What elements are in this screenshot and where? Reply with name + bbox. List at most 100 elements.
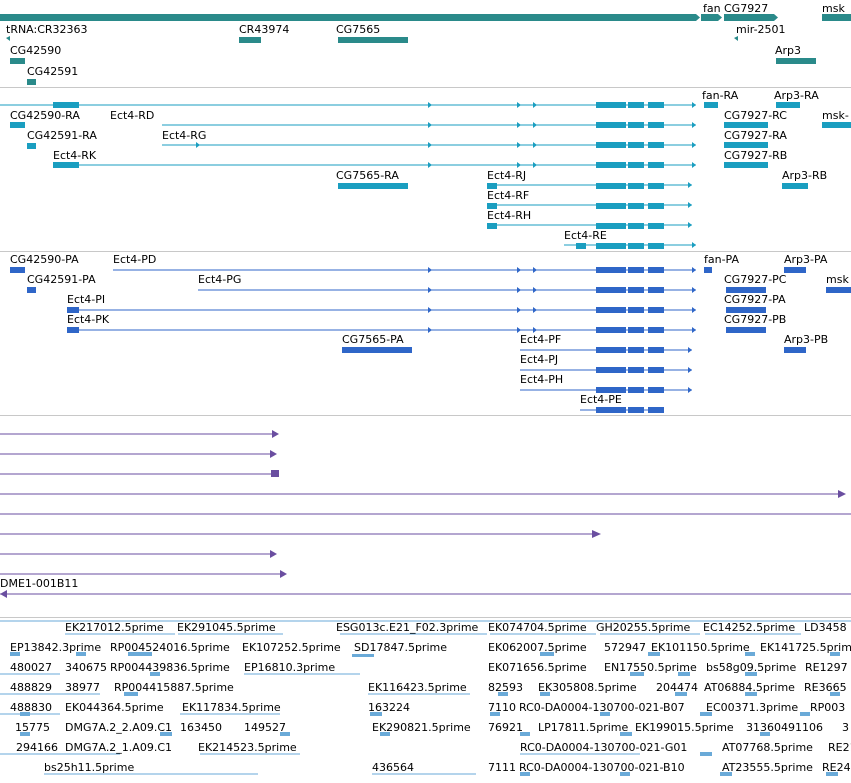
gene-label[interactable]: msk bbox=[822, 2, 845, 15]
est-label[interactable]: EK199015.5prime bbox=[635, 721, 734, 734]
gene-bar-msk[interactable] bbox=[822, 14, 851, 21]
est-label[interactable]: 488829 bbox=[10, 681, 52, 694]
transcript-label[interactable]: Ect4-RJ bbox=[487, 169, 527, 182]
est-label[interactable]: SD17847.5prime bbox=[354, 641, 447, 654]
gene-label[interactable]: CR43974 bbox=[239, 23, 290, 36]
protein-label[interactable]: CG7927-PA bbox=[724, 293, 786, 306]
est-label[interactable]: AT06884.5prime bbox=[704, 681, 795, 694]
transcript-label[interactable]: CG42590-RA bbox=[10, 109, 80, 122]
protein-label[interactable]: Ect4-PF bbox=[520, 333, 562, 346]
est-label[interactable]: RP004524016.5prime bbox=[110, 641, 230, 654]
protein-label[interactable]: Ect4-PE bbox=[580, 393, 622, 406]
est-label[interactable]: 294166 bbox=[16, 741, 58, 754]
est-label[interactable]: EN17550.5prime bbox=[604, 661, 697, 674]
est-label[interactable]: EC00371.3prime bbox=[706, 701, 799, 714]
gene-bar-arp3[interactable] bbox=[776, 58, 816, 64]
est-label[interactable]: EK291045.5prime bbox=[177, 621, 276, 634]
est-label[interactable]: EK116423.5prime bbox=[368, 681, 467, 694]
est-label[interactable]: AT23555.5prime bbox=[722, 761, 813, 774]
est-label[interactable]: 572947 bbox=[604, 641, 646, 654]
protein-label[interactable]: CG7565-PA bbox=[342, 333, 404, 346]
gene-bar-trna[interactable] bbox=[6, 36, 10, 41]
est-label[interactable]: RE1297 bbox=[805, 661, 848, 674]
est-label[interactable]: EK141725.5prime bbox=[760, 641, 851, 654]
est-label[interactable]: 436564 bbox=[372, 761, 414, 774]
transcript-label[interactable]: Arp3-RB bbox=[782, 169, 828, 182]
est-label[interactable]: 163224 bbox=[368, 701, 410, 714]
est-label[interactable]: RC0-DA0004-130700-021-B07 bbox=[519, 701, 685, 714]
protein-label[interactable]: Arp3-PA bbox=[784, 253, 828, 266]
gene-bar-ect4[interactable] bbox=[0, 14, 696, 21]
gene-label[interactable]: CG7927 bbox=[724, 2, 769, 15]
est-label[interactable]: RP003 bbox=[810, 701, 846, 714]
est-label[interactable]: EK101150.5prime bbox=[651, 641, 750, 654]
transcript-label[interactable]: Ect4-RK bbox=[53, 149, 97, 162]
gene-bar-cg7565[interactable] bbox=[338, 37, 408, 43]
est-label[interactable]: RE21 bbox=[828, 741, 851, 754]
protein-label[interactable]: Ect4-PD bbox=[113, 253, 157, 266]
est-label[interactable]: 82593 bbox=[488, 681, 523, 694]
est-label[interactable]: LP17811.5prime bbox=[538, 721, 629, 734]
est-label[interactable]: 340675 bbox=[65, 661, 107, 674]
protein-label[interactable]: CG42590-PA bbox=[10, 253, 79, 266]
transcript-label[interactable]: Ect4-RD bbox=[110, 109, 155, 122]
transcript-label[interactable]: fan-RA bbox=[702, 89, 739, 102]
est-label[interactable]: 163450 bbox=[180, 721, 222, 734]
transcript-label[interactable]: msk- bbox=[822, 109, 849, 122]
est-label[interactable]: 76921 bbox=[488, 721, 523, 734]
transcript-label[interactable]: CG7927-RC bbox=[724, 109, 787, 122]
protein-label[interactable]: Ect4-PH bbox=[520, 373, 564, 386]
est-label[interactable]: EK217012.5prime bbox=[65, 621, 164, 634]
gene-label[interactable]: fan bbox=[703, 2, 721, 15]
est-label[interactable]: 7110 bbox=[488, 701, 516, 714]
transcript-label[interactable]: Ect4-RF bbox=[487, 189, 530, 202]
protein-label[interactable]: CG7927-PB bbox=[724, 313, 787, 326]
est-label[interactable]: 15775 bbox=[15, 721, 50, 734]
est-label[interactable]: EK071656.5prime bbox=[488, 661, 587, 674]
gene-label[interactable]: mir-2501 bbox=[736, 23, 786, 36]
est-label[interactable]: LD3458 bbox=[804, 621, 847, 634]
est-label[interactable]: EK107252.5prime bbox=[242, 641, 341, 654]
est-label[interactable]: RE24 bbox=[822, 761, 851, 774]
protein-label[interactable]: fan-PA bbox=[704, 253, 740, 266]
est-label[interactable]: RP004439836.5prime bbox=[110, 661, 230, 674]
gene-bar-cr43974[interactable] bbox=[239, 37, 261, 43]
protein-label[interactable]: CG7927-PC bbox=[724, 273, 787, 286]
protein-label[interactable]: Arp3-PB bbox=[784, 333, 829, 346]
gene-bar-fan[interactable] bbox=[701, 14, 718, 21]
gene-bar-cg42590[interactable] bbox=[10, 58, 25, 64]
est-label[interactable]: 204474 bbox=[656, 681, 698, 694]
est-label[interactable]: EK305808.5prime bbox=[538, 681, 637, 694]
est-label[interactable]: EP13842.3prime bbox=[10, 641, 102, 654]
protein-label[interactable]: Ect4-PG bbox=[198, 273, 242, 286]
est-label[interactable]: EK290821.5prime bbox=[372, 721, 471, 734]
transcript-label[interactable]: Ect4-RE bbox=[564, 229, 607, 242]
est-label[interactable]: EK214523.5prime bbox=[198, 741, 297, 754]
transcript-label[interactable]: CG7565-RA bbox=[336, 169, 399, 182]
gene-label[interactable]: CG42590 bbox=[10, 44, 62, 57]
est-label[interactable]: bs25h11.5prime bbox=[44, 761, 135, 774]
est-label[interactable]: DMG7A.2_1.A09.C1 bbox=[65, 741, 173, 754]
transcript-label[interactable]: Ect4-RH bbox=[487, 209, 532, 222]
est-label[interactable]: EC14252.5prime bbox=[703, 621, 796, 634]
protein-label[interactable]: msk bbox=[826, 273, 849, 286]
gene-bar-cg42591[interactable] bbox=[27, 79, 36, 85]
transcript-label[interactable]: CG7927-RB bbox=[724, 149, 788, 162]
protein-label[interactable]: Ect4-PK bbox=[67, 313, 110, 326]
transcript-label[interactable]: CG7927-RA bbox=[724, 129, 787, 142]
est-label[interactable]: RE3665 bbox=[804, 681, 847, 694]
transcript-label[interactable]: Arp3-RA bbox=[774, 89, 819, 102]
est-label[interactable]: 480027 bbox=[10, 661, 52, 674]
protein-label[interactable]: Ect4-PJ bbox=[520, 353, 559, 366]
est-label[interactable]: 3 bbox=[842, 721, 849, 734]
est-label[interactable]: bs58g09.5prime bbox=[706, 661, 797, 674]
est-label[interactable]: EP16810.3prime bbox=[244, 661, 336, 674]
est-label[interactable]: EK117834.5prime bbox=[182, 701, 281, 714]
est-label[interactable]: 31360491106 bbox=[746, 721, 823, 734]
est-label[interactable]: RC0-DA0004-130700-021-B10 bbox=[519, 761, 685, 774]
est-label[interactable]: 7111 bbox=[488, 761, 516, 774]
est-label[interactable]: EK044364.5prime bbox=[65, 701, 164, 714]
est-label[interactable]: 149527 bbox=[244, 721, 286, 734]
gene-bar-mir2501[interactable] bbox=[734, 36, 738, 41]
